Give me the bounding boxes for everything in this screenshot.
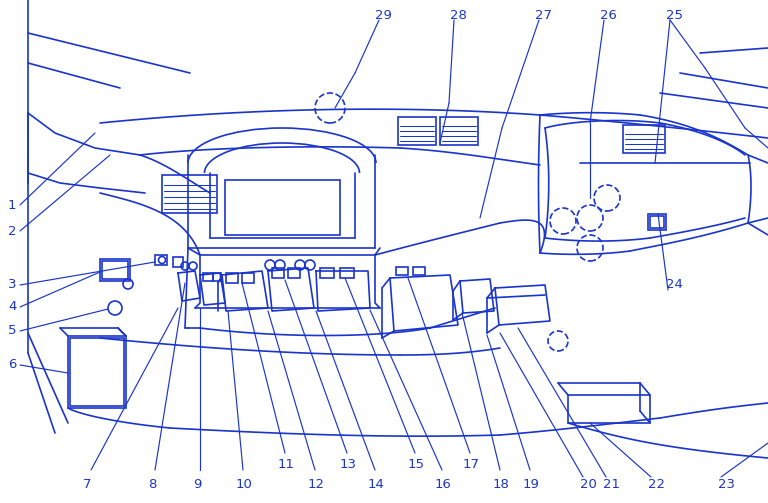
Text: 28: 28 (450, 9, 467, 22)
Text: 3: 3 (8, 279, 16, 292)
Bar (226, 273, 238, 283)
Text: 14: 14 (368, 478, 385, 491)
Bar (648, 214, 666, 230)
Text: 18: 18 (493, 478, 510, 491)
Bar (320, 268, 334, 278)
Text: 1: 1 (8, 199, 16, 211)
Text: 7: 7 (83, 478, 91, 491)
Text: 8: 8 (148, 478, 157, 491)
Bar (213, 273, 221, 281)
Bar (340, 268, 354, 278)
Text: 19: 19 (523, 478, 540, 491)
Text: 11: 11 (278, 459, 295, 471)
Text: 12: 12 (308, 478, 325, 491)
Bar (100, 259, 130, 281)
Text: 21: 21 (603, 478, 620, 491)
Bar (242, 273, 254, 283)
Bar (272, 268, 284, 278)
Bar (396, 267, 408, 275)
Bar (173, 257, 183, 267)
Text: 17: 17 (463, 459, 480, 471)
Text: 29: 29 (375, 9, 392, 22)
Bar (70, 338, 124, 406)
Text: 25: 25 (666, 9, 683, 22)
Text: 5: 5 (8, 324, 16, 338)
Bar (623, 125, 665, 153)
Text: 15: 15 (408, 459, 425, 471)
Bar (162, 175, 217, 213)
Bar (398, 117, 436, 145)
Text: 4: 4 (8, 300, 16, 313)
Bar (203, 273, 213, 281)
Text: 6: 6 (8, 359, 16, 372)
Bar (650, 216, 664, 228)
Text: 13: 13 (340, 459, 357, 471)
Text: 10: 10 (236, 478, 253, 491)
Bar (288, 268, 300, 278)
Bar (155, 255, 167, 265)
Bar (413, 267, 425, 275)
Text: 16: 16 (435, 478, 452, 491)
Bar (440, 117, 478, 145)
Bar (225, 180, 340, 235)
Text: 20: 20 (580, 478, 597, 491)
Bar (68, 336, 126, 408)
Text: 2: 2 (8, 224, 16, 237)
Text: 26: 26 (600, 9, 617, 22)
Bar (102, 261, 128, 279)
Text: 22: 22 (648, 478, 665, 491)
Text: 9: 9 (193, 478, 201, 491)
Text: 24: 24 (666, 279, 683, 292)
Text: 27: 27 (535, 9, 552, 22)
Text: 23: 23 (718, 478, 735, 491)
